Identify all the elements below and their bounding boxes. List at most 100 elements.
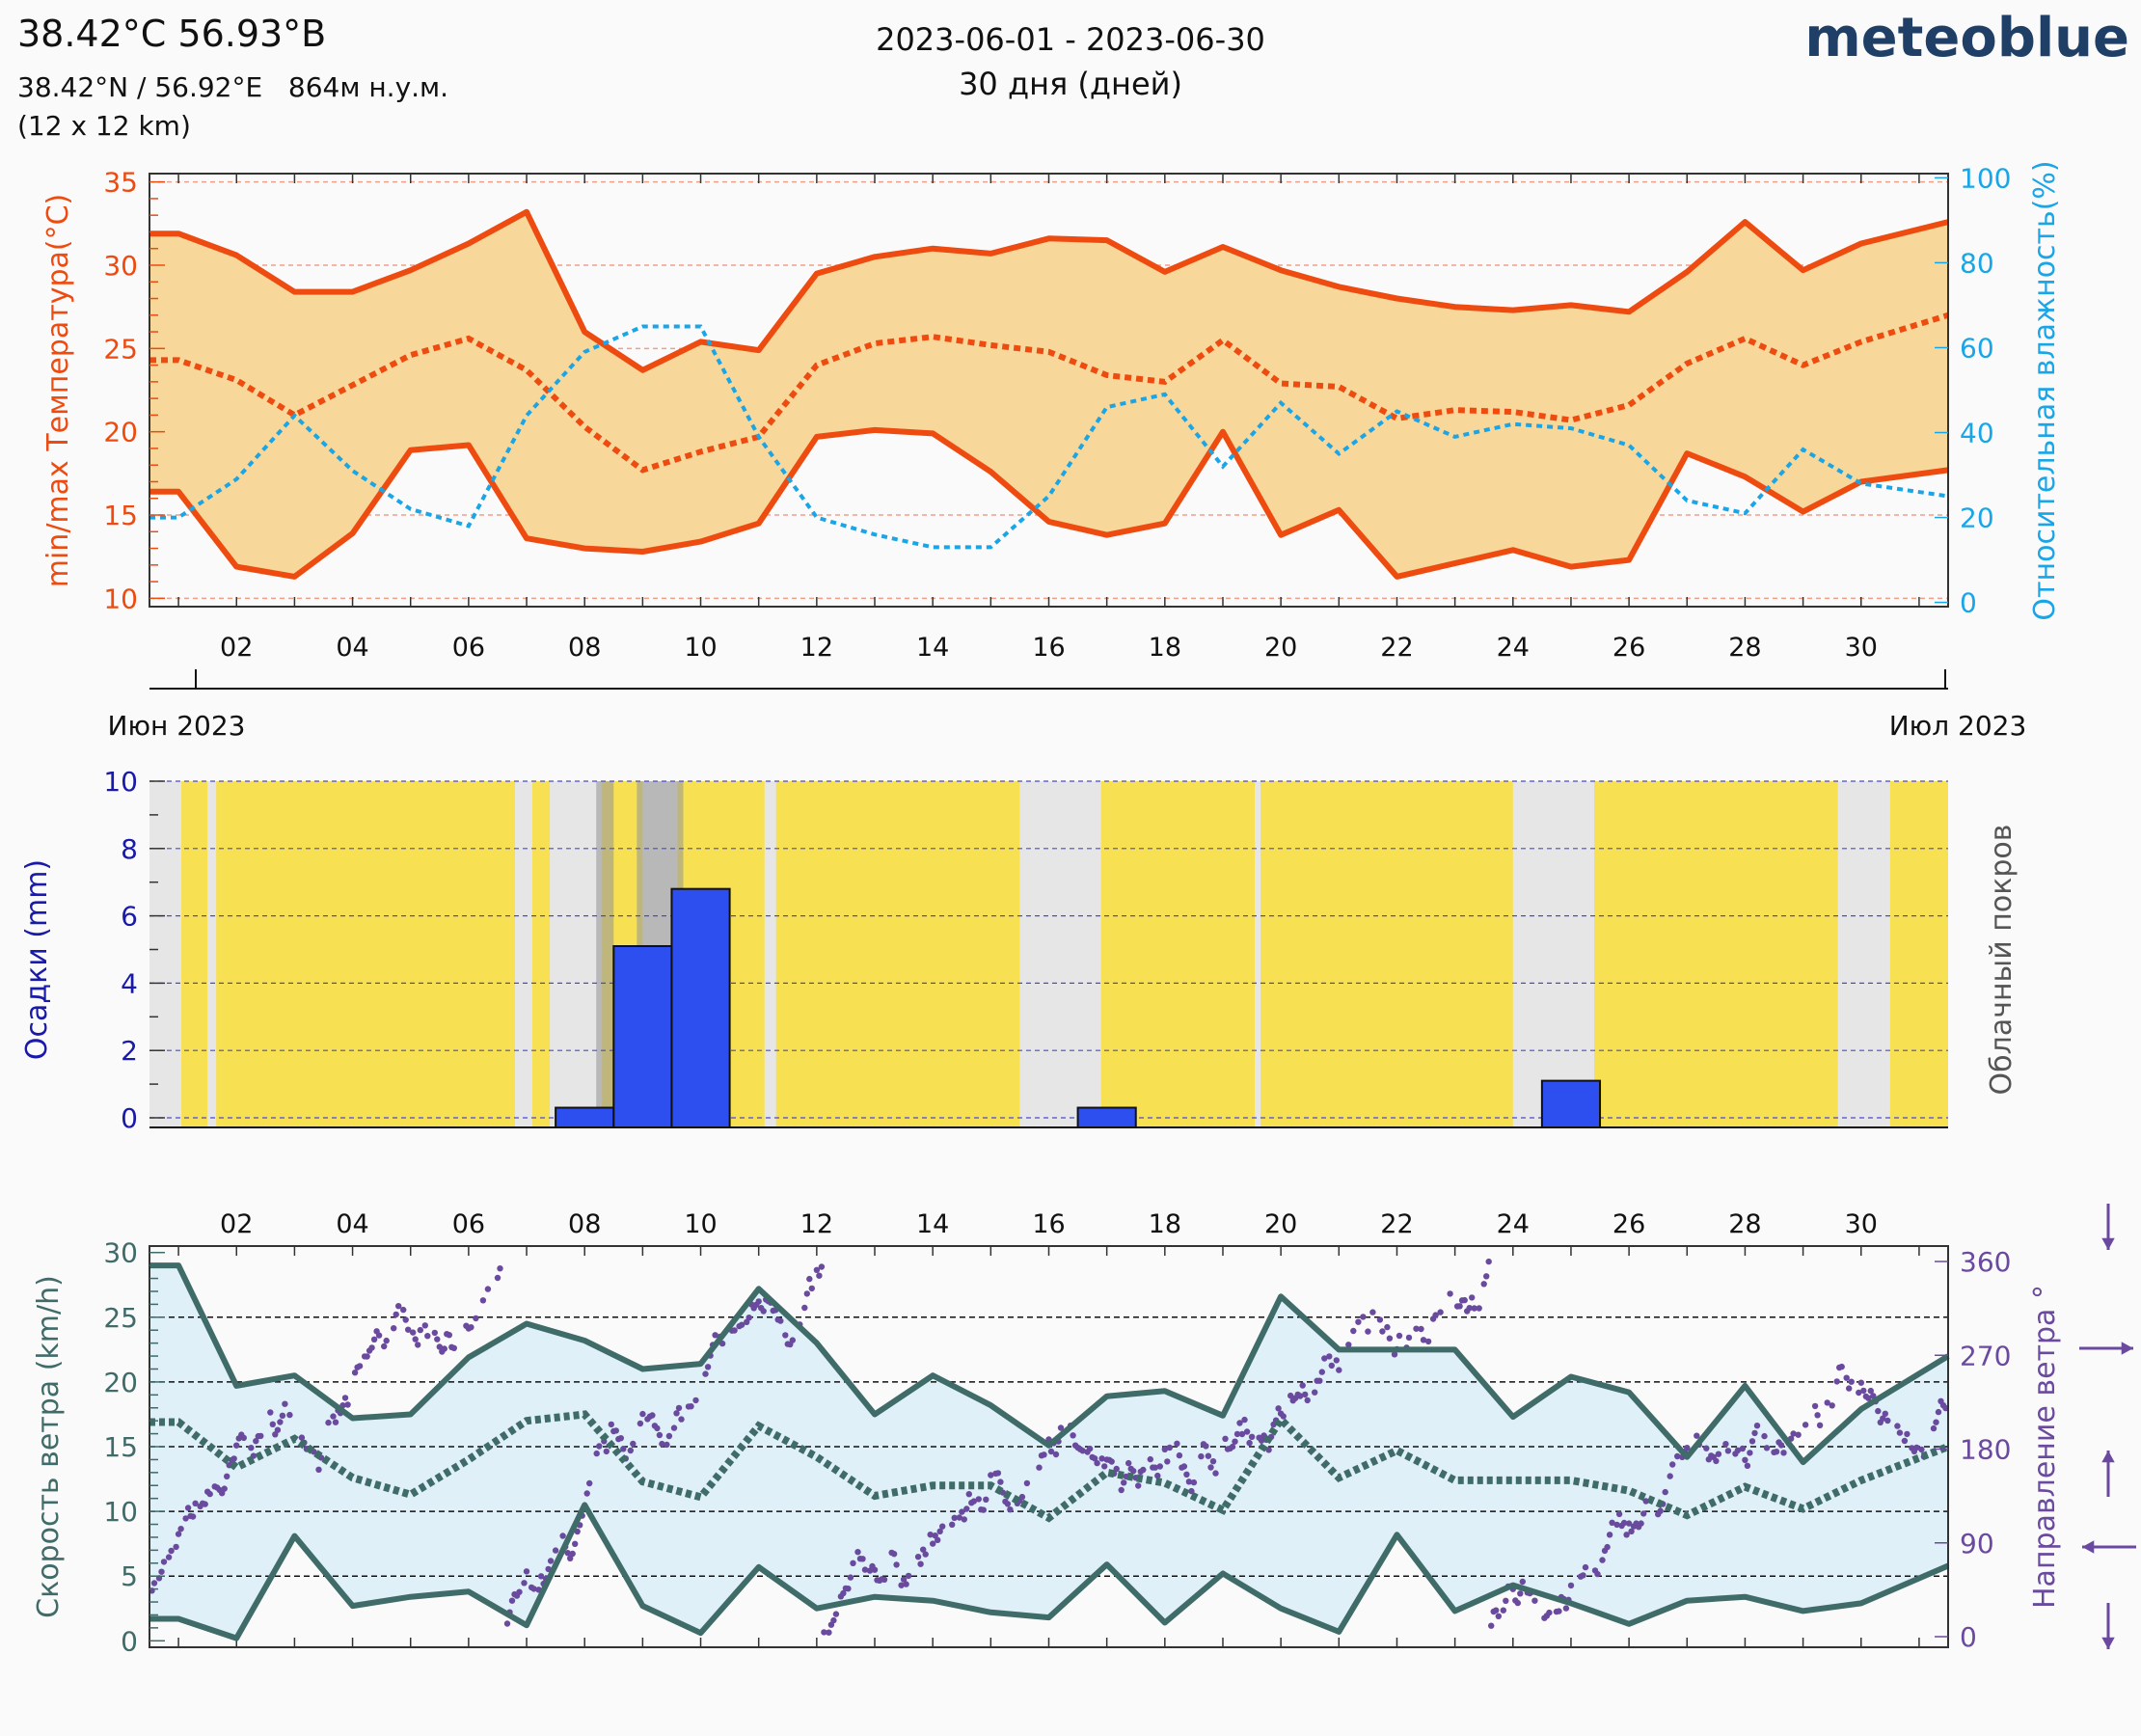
wind-direction-dot	[1620, 1519, 1628, 1527]
wind-direction-dot	[755, 1298, 762, 1305]
wind-speed-tick-label: 25	[103, 1302, 138, 1334]
wind-direction-dot	[608, 1421, 614, 1428]
wind-direction-dot	[963, 1505, 970, 1512]
wind-direction-dot	[1739, 1445, 1747, 1452]
wind-min-line	[149, 1502, 1950, 1641]
temperature-min-line	[149, 426, 1949, 580]
wind-direction-dot	[1604, 1543, 1611, 1551]
wind-direction-dot	[441, 1345, 447, 1352]
wind-day-tick-label: 30	[1845, 1209, 1878, 1239]
day-tick-label: 06	[452, 633, 485, 663]
wind-direction-dot	[806, 1275, 813, 1283]
wind-direction-dot	[1880, 1415, 1886, 1422]
wind-direction-dot	[253, 1438, 259, 1445]
wind-day-tick-label: 10	[684, 1209, 717, 1239]
temp-tick-label: 15	[103, 500, 138, 531]
wind-direction-dot	[412, 1336, 419, 1343]
day-tick-label: 28	[1728, 633, 1761, 663]
wind-direction-tick-label: 180	[1960, 1434, 2011, 1466]
wind-direction-dot	[572, 1540, 579, 1548]
wind-direction-dot	[1790, 1430, 1797, 1437]
wind-direction-dot	[446, 1332, 452, 1339]
humidity-tick-label: 40	[1960, 418, 1994, 449]
humidity-tick-label: 60	[1960, 332, 1994, 364]
wind-direction-dot	[777, 1317, 784, 1324]
wind-direction-dot	[1684, 1445, 1691, 1451]
wind-direction-tick-label: 270	[1960, 1340, 2011, 1371]
wind-direction-dot	[484, 1286, 492, 1292]
wind-direction-dot	[1503, 1597, 1509, 1605]
wind-direction-dot	[1865, 1395, 1872, 1401]
wind-day-tick-label: 14	[916, 1209, 949, 1239]
wind-direction-dot	[826, 1629, 832, 1636]
wind-direction-dot	[1638, 1520, 1644, 1527]
wind-direction-dot	[1514, 1599, 1522, 1607]
temperature-max-line	[149, 208, 1949, 373]
wind-direction-dot	[1747, 1450, 1753, 1456]
wind-direction-dot	[150, 1580, 158, 1587]
wind-direction-dot	[1183, 1471, 1190, 1478]
wind-direction-dot	[221, 1485, 228, 1492]
wind-direction-dot	[402, 1316, 409, 1323]
wind-direction-dot	[1546, 1609, 1553, 1616]
temperature-axes: 35 30 25 20 15 10 100 80 60 40 20 0 02 04 06 08 10 12 14 16…	[103, 162, 2011, 663]
wind-direction-dot	[177, 1526, 184, 1533]
cloud-band	[1512, 781, 1595, 1127]
wind-direction-dot	[1424, 1338, 1432, 1345]
wind-direction-dot	[175, 1531, 182, 1537]
wind-direction-dot	[1396, 1332, 1403, 1340]
wind-direction-dot	[1669, 1461, 1676, 1468]
wind-direction-dot	[1209, 1458, 1217, 1465]
wind-direction-dot	[1345, 1342, 1352, 1348]
wind-direction-dot	[417, 1326, 423, 1334]
wind-direction-dot	[567, 1555, 574, 1562]
wind-direction-dot	[656, 1431, 664, 1439]
wind-direction-dot	[975, 1496, 982, 1503]
wind-direction-dot	[970, 1498, 977, 1505]
wind-direction-dot	[395, 1303, 402, 1310]
temp-tick-label: 30	[103, 250, 138, 282]
wind-day-tick-label: 20	[1264, 1209, 1297, 1239]
wind-direction-dot	[1843, 1374, 1850, 1381]
wind-direction-dot	[230, 1455, 237, 1462]
wind-direction-dot	[702, 1370, 709, 1377]
precipitation-panel: 10 8 6 4 2 0 Осадки (mm) Облачный покров	[20, 766, 2019, 1134]
wind-day-tick-label: 24	[1497, 1209, 1530, 1239]
wind-direction-dot	[1456, 1303, 1463, 1310]
wind-direction-dot	[861, 1566, 869, 1573]
wind-direction-dot	[1275, 1405, 1282, 1412]
wind-direction-dot	[586, 1479, 593, 1487]
cloud-band	[207, 781, 217, 1127]
wind-direction-dot	[988, 1472, 994, 1478]
wind-direction-dot	[1562, 1605, 1570, 1612]
wind-direction-dot	[325, 1419, 332, 1426]
wind-direction-dot	[552, 1547, 559, 1554]
wind-direction-dot	[182, 1515, 189, 1522]
wind-direction-dot	[269, 1421, 276, 1428]
humidity-tick-label: 80	[1960, 247, 1994, 279]
wind-direction-dot	[1432, 1312, 1439, 1318]
wind-direction-dot	[1365, 1328, 1371, 1335]
wind-direction-dot	[1744, 1462, 1751, 1470]
wind-direction-dot	[983, 1496, 989, 1504]
wind-direction-dot	[434, 1336, 441, 1343]
wind-direction-dot	[547, 1558, 555, 1564]
wind-direction-dot	[1360, 1314, 1367, 1320]
wind-direction-dot	[1413, 1325, 1420, 1332]
wind-direction-dot	[840, 1589, 847, 1597]
precipitation-axes: 10 8 6 4 2 0	[103, 766, 165, 1134]
meteoblue-logo[interactable]: meteoblue	[1804, 7, 2129, 69]
wind-panel: 02 04 06 08 10 12 14 16 18 20 22 24 26 28 30 30 25 20 15 1…	[32, 1204, 2136, 1657]
wind-direction-dot	[1500, 1607, 1507, 1614]
wind-direction-dot	[1901, 1437, 1909, 1445]
wind-direction-dot	[224, 1473, 230, 1480]
wind-direction-dot	[521, 1580, 528, 1587]
wind-direction-dot	[1180, 1463, 1188, 1470]
wind-direction-dot	[1405, 1334, 1413, 1342]
wind-direction-arrows	[2079, 1204, 2136, 1649]
wind-direction-dot	[1018, 1493, 1026, 1501]
wind-direction-dot	[1140, 1466, 1147, 1474]
temp-tick-label: 20	[103, 417, 138, 448]
wind-direction-dot	[189, 1513, 197, 1520]
wind-direction-dot	[871, 1566, 879, 1573]
